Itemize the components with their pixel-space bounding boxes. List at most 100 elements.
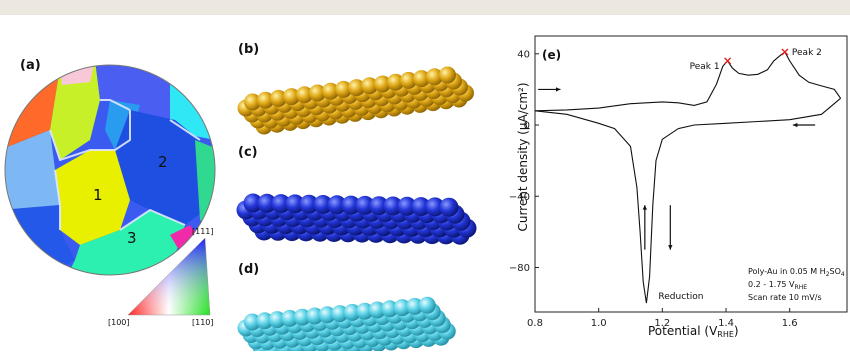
anodic-direction-arrow [538,87,561,92]
grain-1 [55,150,130,245]
atom [439,66,456,84]
atom [383,196,403,216]
atom [439,197,459,217]
atom [256,312,274,330]
grain-pink [60,65,95,85]
grain-lime [50,65,100,160]
atom [374,75,391,93]
info-line-2: 0.2 - 1.75 VRHE [748,280,808,291]
ipf-label-110: [110] [192,318,214,327]
cyan-slab-d [237,296,456,351]
x-tick-label: 0.8 [527,318,543,329]
atom [426,68,443,86]
ipf-label-111: [111] [192,227,214,236]
atom [281,309,299,327]
atom [299,194,319,214]
atom [368,301,386,319]
atom [393,299,411,317]
atom [361,77,378,95]
atom [268,311,286,329]
atom [406,297,424,315]
cathodic-direction-arrow [792,122,816,128]
top-divider-bar [0,0,850,15]
y-axis-label: Current density (μA/cm²) [516,82,530,232]
y-tick-label: −80 [509,263,530,274]
info-line-1: Poly-Au in 0.05 M H2SO4 [748,267,845,278]
atom [331,305,349,323]
cv-chart-svg: 0.8 1.0 1.2 1.4 1.6 40 0 −40 −80 Peak 1 Peak 2 Red… [509,35,848,329]
atom [397,196,417,216]
atom [356,302,374,320]
panel-c-label: (c) [238,145,258,160]
experiment-info: Poly-Au in 0.05 M H2SO4 0.2 - 1.75 VRHE … [748,267,845,303]
atom [418,296,436,314]
atom [271,194,291,214]
atom-slabs [236,66,477,351]
x-tick-label: 1.6 [782,318,798,329]
blue-slab-c [236,193,477,245]
downward-arrow [668,205,673,250]
y-tick-label: −40 [509,192,530,203]
atom [400,71,417,89]
panel-b-label: (b) [238,42,260,57]
reduction-label: Reduction [658,292,703,302]
y-tick-label: 0 [524,121,530,132]
atom [270,89,287,107]
atom [257,193,277,213]
x-tick-label: 1.0 [591,318,607,329]
atom [348,79,365,97]
grain-number-2: 2 [158,153,168,171]
grain-2 [115,110,205,225]
x-axis-label-sub: RHE [717,330,734,339]
cv-chart: 0.8 1.0 1.2 1.4 1.6 40 0 −40 −80 Peak 1 Peak 2 Red… [493,28,850,351]
atom [313,195,333,214]
atom [306,307,324,325]
peak-2-label: Peak 2 [792,48,822,58]
x-tick-label: 1.2 [654,318,670,329]
info-line-3: Scan rate 10 mV/s [748,293,822,302]
panel-d-label: (d) [238,262,260,277]
ipf-label-100: [100] [108,318,130,327]
atom [387,73,404,91]
atom [318,306,336,324]
atom [285,194,305,214]
atom [293,308,311,326]
y-tick-label: 40 [517,49,530,60]
panel-a-label: (a) [20,58,41,73]
grain-lightblue-left [5,130,60,210]
atom [257,91,274,109]
atom [243,193,263,213]
atom [296,86,313,104]
x-axis-label-main: Potential (V [648,324,718,338]
peak-1-marker [724,57,732,65]
peak-2-marker [781,48,789,56]
grain-map [5,65,215,275]
atom [381,300,399,318]
atom [335,80,352,98]
peak-1-label: Peak 1 [690,62,720,72]
grain-number-1: 1 [93,186,103,204]
atom [355,195,375,215]
atom [411,197,431,217]
panel-e-label: (e) [542,48,562,62]
atom [425,197,445,217]
atom [244,93,261,111]
x-tick-label: 1.4 [718,318,734,329]
cv-curve-cathodic [534,97,841,304]
atom [341,195,361,215]
x-axis-label: Potential (VRHE) [648,324,739,339]
cv-curve-anodic [534,51,842,112]
atom [327,195,347,215]
atom [413,70,430,88]
atom [243,313,261,331]
atom [343,303,361,321]
upward-arrow [642,205,648,250]
atom [283,88,300,106]
grain-number-3: 3 [127,229,137,247]
atom [322,82,339,100]
plot-frame [534,35,848,313]
grain-map-figure: 1 2 3 [4,64,216,316]
gold-slab-b [237,66,474,135]
atom [309,84,326,102]
atom [369,196,389,216]
